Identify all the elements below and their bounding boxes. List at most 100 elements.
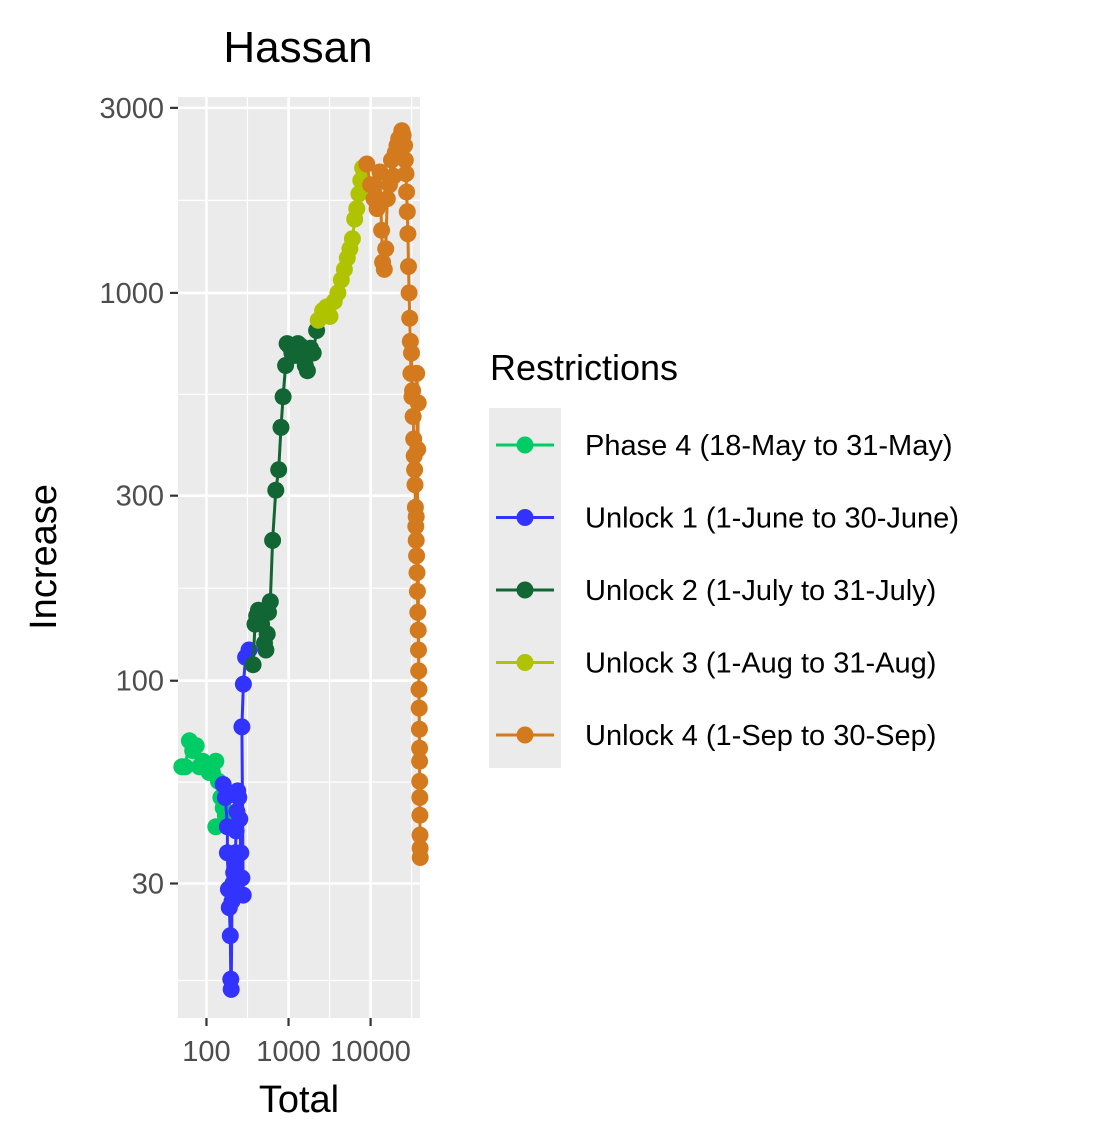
series-layer bbox=[173, 122, 429, 998]
data-point bbox=[410, 662, 428, 680]
data-point bbox=[401, 309, 419, 327]
data-point bbox=[272, 418, 290, 436]
legend-key-point bbox=[516, 654, 534, 671]
data-point bbox=[358, 155, 376, 173]
data-point bbox=[404, 408, 422, 425]
data-point bbox=[408, 364, 426, 382]
data-point bbox=[399, 225, 417, 243]
legend-label: Phase 4 (18-May to 31-May) bbox=[585, 430, 952, 462]
data-point bbox=[234, 886, 252, 904]
data-point bbox=[371, 163, 389, 181]
data-point bbox=[257, 641, 275, 659]
data-point bbox=[396, 137, 414, 154]
data-point bbox=[274, 388, 292, 406]
data-point bbox=[398, 203, 416, 221]
data-point bbox=[244, 656, 262, 674]
data-point bbox=[321, 307, 339, 325]
data-point bbox=[408, 582, 426, 600]
data-point bbox=[409, 394, 427, 412]
data-point bbox=[230, 789, 248, 806]
legend-key-point bbox=[516, 726, 534, 744]
data-point bbox=[406, 461, 424, 479]
data-point bbox=[267, 481, 285, 499]
series-4 bbox=[309, 159, 373, 329]
data-point bbox=[410, 641, 427, 659]
data-point bbox=[403, 344, 420, 362]
data-point bbox=[411, 752, 429, 770]
data-point bbox=[187, 737, 205, 755]
legend-key-point bbox=[516, 436, 534, 454]
legend-label: Unlock 3 (1-Aug to 31-Aug) bbox=[585, 648, 936, 680]
data-point bbox=[232, 844, 250, 862]
data-point bbox=[409, 440, 427, 458]
data-point bbox=[298, 362, 316, 380]
data-point bbox=[400, 258, 417, 275]
y-tick-label: 100 bbox=[116, 666, 164, 698]
data-point bbox=[407, 508, 425, 526]
data-point bbox=[304, 344, 322, 362]
legend: Restrictions Phase 4 (18-May to 31-May) U… bbox=[489, 347, 959, 768]
data-point bbox=[176, 758, 194, 776]
axes: 100 1000 10000 30 100 300 1000 3000 bbox=[99, 93, 410, 1068]
y-tick-label: 300 bbox=[116, 481, 164, 513]
data-point bbox=[398, 183, 416, 201]
series-5 bbox=[358, 122, 429, 866]
data-point bbox=[411, 772, 429, 790]
x-tick-label: 1000 bbox=[256, 1036, 321, 1068]
data-point bbox=[222, 980, 240, 998]
data-point bbox=[375, 260, 393, 278]
data-point bbox=[410, 680, 428, 698]
legend-item: Unlock 1 (1-June to 30-June) bbox=[496, 503, 959, 535]
data-point bbox=[410, 720, 428, 738]
data-point bbox=[407, 531, 425, 549]
data-point bbox=[408, 564, 426, 582]
data-point bbox=[411, 826, 429, 844]
data-point bbox=[221, 927, 239, 945]
legend-key-point bbox=[516, 581, 534, 599]
data-point bbox=[378, 190, 396, 208]
legend-key-point bbox=[516, 509, 534, 526]
data-point bbox=[411, 849, 429, 866]
data-point bbox=[231, 810, 249, 828]
data-point bbox=[396, 151, 414, 169]
data-point bbox=[261, 593, 279, 611]
x-tick-label: 100 bbox=[182, 1036, 230, 1068]
data-point bbox=[411, 806, 429, 824]
data-point bbox=[406, 476, 424, 494]
data-point bbox=[397, 165, 415, 183]
y-tick-label: 3000 bbox=[99, 93, 164, 125]
data-point bbox=[400, 284, 418, 302]
data-point bbox=[411, 739, 429, 757]
data-point bbox=[233, 869, 251, 887]
data-point bbox=[207, 752, 225, 770]
data-point bbox=[233, 718, 251, 736]
data-point bbox=[410, 699, 428, 717]
data-point bbox=[408, 547, 426, 565]
data-point bbox=[409, 603, 427, 621]
data-point bbox=[214, 776, 232, 793]
legend-item: Unlock 2 (1-July to 31-July) bbox=[496, 575, 936, 607]
data-point bbox=[377, 240, 395, 258]
legend-item: Unlock 3 (1-Aug to 31-Aug) bbox=[496, 648, 936, 680]
data-point bbox=[362, 176, 380, 194]
legend-label: Unlock 2 (1-July to 31-July) bbox=[585, 575, 936, 607]
series-2 bbox=[214, 641, 258, 998]
y-tick-label: 1000 bbox=[99, 278, 164, 310]
data-point bbox=[348, 200, 366, 218]
x-tick-label: 10000 bbox=[330, 1036, 411, 1068]
data-point bbox=[343, 230, 361, 248]
y-axis-title: Increase bbox=[23, 484, 65, 630]
y-tick-label: 30 bbox=[132, 869, 164, 901]
legend-label: Unlock 4 (1-Sep to 30-Sep) bbox=[585, 720, 936, 752]
legend-title: Restrictions bbox=[490, 347, 678, 388]
chart-title: Hassan bbox=[223, 23, 372, 72]
data-point bbox=[234, 675, 252, 693]
data-point bbox=[411, 789, 429, 806]
data-point bbox=[373, 221, 391, 239]
legend-item: Phase 4 (18-May to 31-May) bbox=[496, 430, 952, 462]
data-point bbox=[329, 284, 347, 302]
legend-label: Unlock 1 (1-June to 30-June) bbox=[585, 503, 959, 535]
data-point bbox=[258, 625, 276, 643]
data-point bbox=[270, 461, 288, 479]
